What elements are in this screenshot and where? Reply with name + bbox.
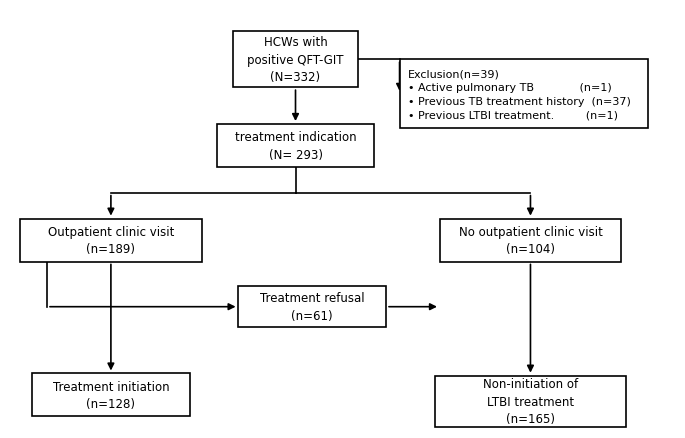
FancyBboxPatch shape: [21, 219, 201, 262]
FancyBboxPatch shape: [399, 60, 648, 129]
FancyBboxPatch shape: [216, 124, 375, 167]
Text: Outpatient clinic visit
(n=189): Outpatient clinic visit (n=189): [48, 225, 174, 256]
Text: No outpatient clinic visit
(n=104): No outpatient clinic visit (n=104): [458, 225, 602, 256]
FancyBboxPatch shape: [32, 374, 190, 417]
FancyBboxPatch shape: [234, 32, 358, 88]
Text: Non-initiation of
LTBI treatment
(n=165): Non-initiation of LTBI treatment (n=165): [483, 378, 578, 425]
Text: Treatment initiation
(n=128): Treatment initiation (n=128): [53, 380, 169, 410]
Text: HCWs with
positive QFT-GIT
(N=332): HCWs with positive QFT-GIT (N=332): [247, 36, 344, 84]
FancyBboxPatch shape: [440, 219, 621, 262]
FancyBboxPatch shape: [435, 376, 626, 427]
FancyBboxPatch shape: [238, 286, 386, 327]
Text: Treatment refusal
(n=61): Treatment refusal (n=61): [260, 292, 364, 322]
Text: Exclusion(n=39)
• Active pulmonary TB             (n=1)
• Previous TB treatment : Exclusion(n=39) • Active pulmonary TB (n…: [408, 69, 630, 120]
Text: treatment indication
(N= 293): treatment indication (N= 293): [235, 131, 356, 161]
